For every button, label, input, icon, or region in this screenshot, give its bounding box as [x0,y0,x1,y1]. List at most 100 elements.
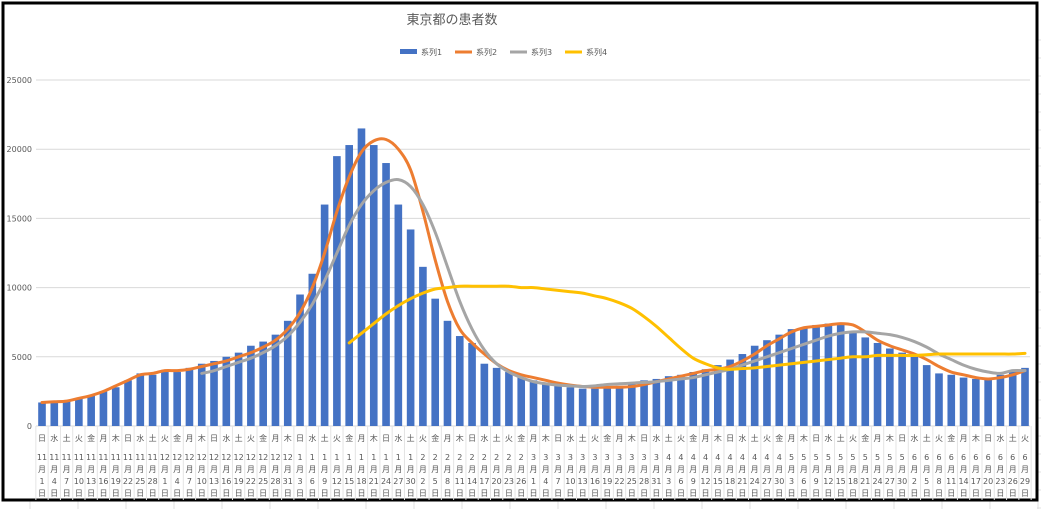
x-axis-labels: 日11月1日水11月4日土11月7日火11月10日金11月13日月11月16日木… [37,433,1030,498]
x-day-suffix: 日 [591,489,599,498]
x-weekday-label: 日 [640,434,648,443]
x-weekday-label: 月 [443,434,451,443]
bar [873,342,882,426]
x-month-label: 3 [605,453,610,462]
x-month-suffix: 月 [603,465,611,474]
x-weekday-label: 水 [394,433,402,443]
x-day-suffix: 日 [149,489,157,498]
x-month-label: 11 [98,453,108,462]
x-month-label: 6 [936,453,941,462]
x-day-suffix: 日 [652,489,660,498]
x-day-label: 26 [1008,477,1018,486]
x-month-suffix: 月 [112,465,120,474]
x-day-label: 25 [258,477,268,486]
x-month-label: 3 [617,453,622,462]
x-weekday-label: 木 [370,433,378,443]
x-month-suffix: 月 [972,465,980,474]
x-month-suffix: 月 [149,465,157,474]
x-day-suffix: 日 [271,489,279,498]
x-weekday-label: 木 [972,433,980,443]
bar [677,374,685,426]
bar [296,294,304,426]
x-day-label: 30 [406,477,416,486]
x-day-label: 11 [946,477,956,486]
bar [787,329,796,426]
x-day-suffix: 日 [751,489,759,498]
x-day-suffix: 日 [579,489,587,498]
bar [99,391,108,426]
x-month-label: 5 [850,453,855,462]
bar [505,372,513,426]
x-month-suffix: 月 [960,465,968,474]
x-weekday-label: 金 [345,433,353,443]
x-month-suffix: 月 [443,465,451,474]
bar [652,378,661,426]
bar [148,374,157,426]
x-month-suffix: 月 [689,465,697,474]
x-weekday-label: 日 [296,434,304,443]
x-weekday-label: 金 [431,433,439,443]
y-tick-label: 15000 [7,214,32,223]
x-month-suffix: 月 [124,465,132,474]
x-day-label: 29 [1020,477,1030,486]
x-day-label: 3 [297,477,302,486]
x-day-suffix: 日 [63,489,71,498]
x-weekday-label: 土 [149,433,157,443]
x-day-suffix: 日 [493,489,501,498]
x-day-label: 22 [614,477,624,486]
x-month-suffix: 月 [910,465,918,474]
y-tick-label: 25000 [7,76,32,85]
x-month-label: 4 [740,453,745,462]
x-month-label: 3 [531,453,536,462]
x-day-suffix: 日 [38,489,46,498]
x-month-label: 1 [384,453,389,462]
x-day-label: 26 [516,477,526,486]
x-month-suffix: 月 [210,465,218,474]
x-month-label: 11 [147,453,157,462]
x-month-suffix: 月 [1009,465,1017,474]
x-day-label: 25 [627,477,637,486]
x-day-suffix: 日 [419,489,427,498]
x-weekday-label: 月 [357,434,365,443]
x-weekday-label: 月 [99,434,107,443]
bar [615,385,624,426]
x-weekday-label: 水 [480,433,488,443]
x-month-suffix: 月 [161,465,169,474]
x-weekday-label: 日 [898,434,906,443]
bar [972,378,980,426]
legend: 系列1 系列2 系列3 系列4 [400,47,607,57]
bar [369,145,378,426]
x-month-label: 12 [172,453,182,462]
y-tick-label: 10000 [7,284,32,293]
x-weekday-label: 日 [382,434,390,443]
x-weekday-label: 火 [75,434,83,443]
x-weekday-label: 土 [407,433,415,443]
x-month-suffix: 月 [407,465,415,474]
x-month-suffix: 月 [837,465,845,474]
x-day-suffix: 日 [185,489,193,498]
x-day-label: 3 [789,477,794,486]
x-weekday-label: 水 [50,433,58,443]
x-month-suffix: 月 [382,465,390,474]
x-day-suffix: 日 [210,489,218,498]
bar [714,365,722,426]
x-day-label: 7 [187,477,192,486]
x-month-suffix: 月 [1021,465,1029,474]
x-month-suffix: 月 [271,465,279,474]
x-day-suffix: 日 [898,489,906,498]
x-day-label: 1 [39,477,44,486]
x-day-label: 14 [467,477,477,486]
x-weekday-label: 水 [566,433,574,443]
x-month-suffix: 月 [284,465,292,474]
x-day-suffix: 日 [296,489,304,498]
x-day-suffix: 日 [235,489,243,498]
x-month-suffix: 月 [75,465,83,474]
bar [959,377,968,426]
x-month-label: 1 [408,453,413,462]
x-month-label: 3 [654,453,659,462]
x-weekday-label: 火 [247,434,255,443]
x-day-suffix: 日 [124,489,132,498]
x-day-label: 16 [98,477,108,486]
x-day-suffix: 日 [849,489,857,498]
bar [1021,367,1029,426]
